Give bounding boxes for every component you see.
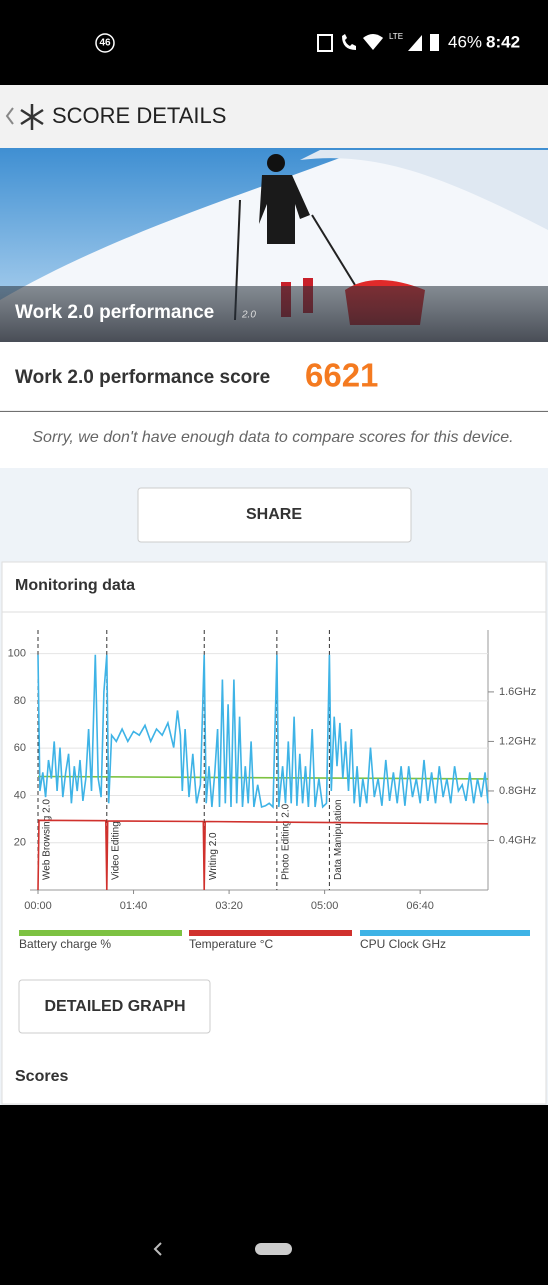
legend-label: CPU Clock GHz — [360, 937, 446, 951]
badge: 46 — [99, 38, 111, 49]
wifi-icon — [363, 34, 383, 50]
scores-title: Scores — [15, 1068, 68, 1085]
legend-swatch — [19, 930, 182, 936]
y2-tick-label: 1.6GHz — [499, 686, 536, 698]
hero-version: 2.0 — [241, 310, 256, 321]
score-value: 6621 — [305, 357, 378, 394]
monitoring-chart: 20 40 60 80 100 0.4GHz 0.8GHz 1.2GHz 1.6GHz 00:00… — [8, 630, 536, 951]
workload-label: Photo Editing 2.0 — [280, 803, 291, 880]
x-tick-label: 00:00 — [24, 900, 52, 912]
signal-icon — [408, 35, 422, 51]
hero-band — [0, 286, 548, 342]
legend-label: Battery charge % — [19, 937, 111, 951]
header-title: SCORE DETAILS — [52, 103, 226, 128]
legend-swatch — [360, 930, 530, 936]
detailed-graph-button[interactable] — [18, 979, 211, 1034]
series-line — [37, 819, 489, 891]
y2-tick-label: 1.2GHz — [499, 735, 536, 747]
y-tick-label: 40 — [14, 789, 26, 801]
hero-title: Work 2.0 performance — [15, 302, 214, 323]
nav-home[interactable] — [255, 1243, 292, 1255]
y-tick-label: 60 — [14, 742, 26, 754]
y-tick-label: 100 — [8, 648, 26, 660]
badge-icon — [95, 33, 115, 53]
workload-label: Web Browsing 2.0 — [42, 799, 53, 880]
battery-icon — [430, 34, 439, 51]
mountain — [300, 150, 548, 230]
nfc-icon — [317, 34, 333, 52]
share-label: SHARE — [246, 506, 302, 523]
header — [0, 85, 548, 148]
note-row — [0, 412, 548, 468]
clock: 8:42 — [486, 32, 520, 51]
series-line — [37, 775, 489, 780]
y-tick-label: 20 — [14, 837, 26, 849]
snowflake-icon — [20, 104, 44, 130]
x-tick-label: 03:20 — [215, 900, 243, 912]
call-icon — [342, 34, 356, 50]
status-bar — [0, 0, 548, 85]
share-button[interactable] — [137, 487, 412, 543]
note: Sorry, we don't have enough data to comp… — [32, 429, 513, 446]
detailed-graph-label: DETAILED GRAPH — [44, 998, 185, 1015]
battery-level: 46% — [448, 32, 482, 51]
workload-label: Video Editing — [110, 821, 121, 880]
legend-label: Temperature °C — [189, 937, 273, 951]
nav-back[interactable] — [153, 1242, 162, 1256]
legend-swatch — [189, 930, 352, 936]
score-label: Work 2.0 performance score — [15, 367, 270, 388]
network: LTE — [389, 32, 403, 41]
monitoring-title: Monitoring data — [15, 577, 135, 594]
x-tick-label: 01:40 — [120, 900, 148, 912]
score-row — [0, 342, 548, 411]
workload-label: Data Manipulation — [333, 799, 344, 880]
x-tick-label: 05:00 — [311, 900, 339, 912]
y-tick-label: 80 — [14, 695, 26, 707]
workload-label: Writing 2.0 — [208, 832, 219, 880]
back-button[interactable] — [5, 107, 14, 125]
y2-tick-label: 0.8GHz — [499, 785, 536, 797]
x-tick-label: 06:40 — [406, 900, 434, 912]
y2-tick-label: 0.4GHz — [499, 834, 536, 846]
series-line — [37, 654, 489, 809]
